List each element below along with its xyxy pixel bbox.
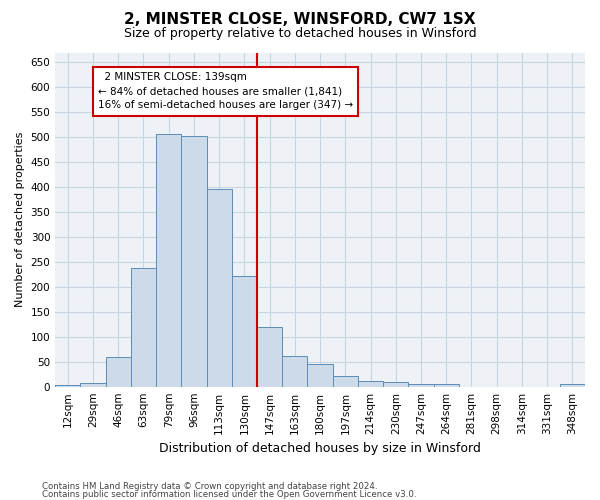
Bar <box>206 189 232 386</box>
Bar <box>131 268 156 386</box>
Text: Contains public sector information licensed under the Open Government Licence v3: Contains public sector information licen… <box>42 490 416 499</box>
Bar <box>156 134 181 386</box>
Bar <box>55 385 80 386</box>
Bar <box>383 382 409 386</box>
Bar <box>80 382 106 386</box>
X-axis label: Distribution of detached houses by size in Winsford: Distribution of detached houses by size … <box>159 442 481 455</box>
Bar <box>332 376 358 386</box>
Y-axis label: Number of detached properties: Number of detached properties <box>15 132 25 308</box>
Bar <box>409 384 434 386</box>
Bar <box>560 384 585 386</box>
Bar <box>282 356 307 386</box>
Bar <box>106 358 131 386</box>
Bar <box>181 136 206 386</box>
Bar <box>232 276 257 386</box>
Bar <box>358 381 383 386</box>
Text: Size of property relative to detached houses in Winsford: Size of property relative to detached ho… <box>124 28 476 40</box>
Bar <box>257 328 282 386</box>
Text: 2, MINSTER CLOSE, WINSFORD, CW7 1SX: 2, MINSTER CLOSE, WINSFORD, CW7 1SX <box>124 12 476 28</box>
Text: Contains HM Land Registry data © Crown copyright and database right 2024.: Contains HM Land Registry data © Crown c… <box>42 482 377 491</box>
Bar <box>434 384 459 386</box>
Bar <box>307 364 332 386</box>
Text: 2 MINSTER CLOSE: 139sqm  
← 84% of detached houses are smaller (1,841)
16% of se: 2 MINSTER CLOSE: 139sqm ← 84% of detache… <box>98 72 353 110</box>
